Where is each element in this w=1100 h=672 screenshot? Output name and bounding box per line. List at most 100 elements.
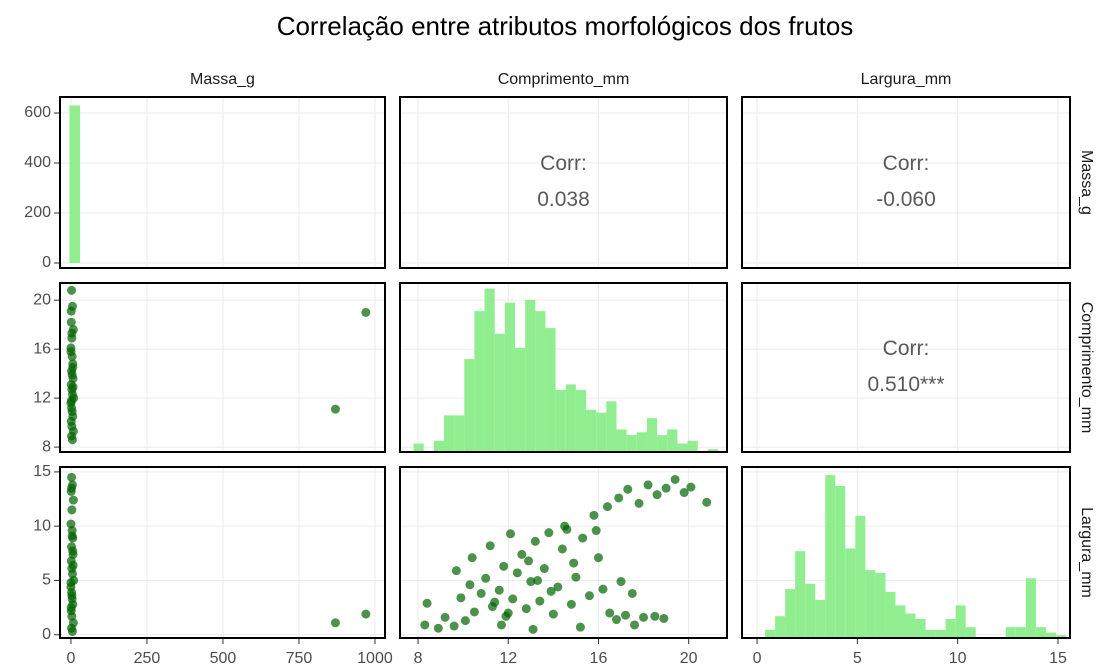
scatter-point [593, 553, 603, 563]
corr-label: Corr: [540, 152, 587, 175]
histogram-bar [935, 629, 946, 638]
scatter-point [634, 498, 644, 508]
scatter-point [67, 483, 77, 493]
scatter-point [67, 505, 77, 515]
histogram-bar [965, 627, 976, 638]
scatter-point [530, 536, 540, 546]
corr-value: 0.510*** [867, 373, 944, 396]
histogram-bar [657, 435, 668, 452]
scatter-point [589, 510, 599, 520]
scatter-point [602, 502, 612, 512]
scatter-point [643, 480, 653, 490]
scatter-point [702, 497, 712, 507]
histogram-bar [855, 515, 866, 638]
histogram-bar [875, 572, 886, 638]
scatter-point [476, 588, 486, 598]
y-tick-label: 600 [24, 104, 51, 121]
histogram-bar [835, 486, 846, 638]
histogram-bar [775, 616, 786, 638]
scatter-point [66, 347, 76, 357]
column-label: Massa_g [190, 71, 255, 88]
scatter-point [67, 396, 77, 406]
histogram-bar [795, 551, 806, 638]
x-tick-label: 8 [414, 650, 423, 667]
x-tick-label: 12 [499, 650, 517, 667]
scatter-point [490, 597, 500, 607]
x-tick-label: 250 [134, 650, 161, 667]
scatter-point [503, 608, 513, 618]
scatter-point [440, 612, 450, 622]
scatter-point [467, 553, 477, 563]
y-tick-label: 15 [33, 463, 51, 480]
histogram-bar [845, 548, 856, 638]
scatter-point [605, 608, 615, 618]
scatter-point [67, 435, 77, 445]
scatter-point [456, 593, 466, 603]
histogram-bar [545, 328, 556, 452]
x-tick-label: 5 [853, 650, 862, 667]
x-tick-label: 10 [949, 650, 967, 667]
histogram-bar [915, 619, 926, 638]
scatter-point [571, 572, 581, 582]
scatter-point [639, 612, 649, 622]
scatter-point [546, 586, 556, 596]
panel-border [399, 282, 728, 453]
histogram-bar [636, 432, 647, 452]
scatter-point [68, 560, 78, 570]
scatter-point [623, 484, 633, 494]
histogram-bar [443, 415, 455, 452]
x-tick-label: 16 [590, 650, 608, 667]
y-tick-label: 16 [33, 340, 51, 357]
scatter-point [591, 526, 601, 536]
panel-border [59, 282, 386, 453]
histogram-bar [1045, 632, 1056, 638]
scatter-point [420, 620, 430, 630]
scatter-point [361, 609, 371, 619]
scatter-point [575, 622, 585, 632]
scatter-point [535, 596, 545, 606]
scatter-point [66, 603, 76, 613]
y-tick-label: 8 [42, 438, 51, 455]
histogram-bar [895, 605, 906, 638]
scatter-point [512, 568, 522, 578]
x-tick-label: 20 [680, 650, 698, 667]
scatter-point [569, 558, 579, 568]
scatter-point [330, 618, 340, 628]
panel-border [399, 466, 728, 639]
histogram-bar [1015, 627, 1026, 638]
scatter-point [616, 577, 626, 587]
scatter-point [661, 483, 671, 493]
histogram-bar [575, 390, 587, 452]
histogram-bar [454, 415, 465, 452]
scatter-point [67, 626, 77, 636]
histogram-bar [626, 435, 637, 452]
x-tick-label: 0 [753, 650, 762, 667]
scatter-point [598, 584, 608, 594]
x-tick-label: 1000 [357, 650, 393, 667]
histogram-bar [433, 440, 444, 452]
scatter-point [499, 561, 509, 571]
scatter-point [508, 594, 518, 604]
scatter-point [67, 370, 77, 380]
histogram-bar [885, 591, 896, 638]
y-tick-label: 0 [42, 626, 51, 643]
scatter-point [67, 531, 77, 541]
histogram-bar [413, 443, 424, 452]
scatter-point [566, 599, 576, 609]
column-label: Largura_mm [861, 71, 952, 88]
histogram-bar [484, 288, 495, 452]
scatter-point [68, 495, 78, 505]
histogram-bar [677, 443, 688, 452]
corr-label: Corr: [883, 337, 930, 360]
histogram-bar [586, 409, 597, 452]
scatter-point [506, 529, 516, 539]
scatter-point [494, 585, 504, 595]
scatter-point [330, 404, 340, 414]
scatter-point [578, 533, 588, 543]
chart-title: Correlação entre atributos morfológicos … [277, 11, 854, 41]
scatter-point [68, 382, 78, 392]
scatter-point [557, 544, 567, 554]
histogram-bar [1025, 578, 1036, 638]
scatter-point [553, 582, 563, 592]
